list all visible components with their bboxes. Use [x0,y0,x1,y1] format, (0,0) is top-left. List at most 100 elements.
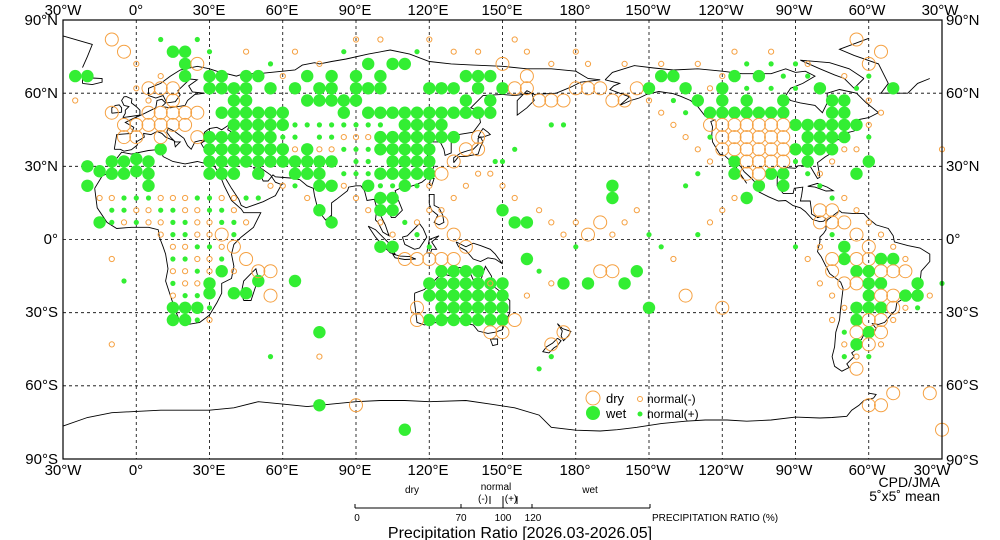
wet-circle [203,143,216,156]
lon-label-bottom: 30°E [193,462,226,479]
wet-circle [838,130,851,144]
normal-plus-circle [512,146,518,152]
wet-circle [728,167,741,180]
dry-circle [519,69,534,84]
dry-circle [117,117,131,132]
wet-circle [862,155,875,168]
wet-circle [752,106,766,119]
wet-circle [313,155,326,168]
normal-plus-circle [170,280,176,286]
wet-circle [398,179,411,192]
normal-minus-circle [108,194,115,202]
normal-minus-circle [706,219,714,226]
wet-circle [203,277,216,290]
dry-circle [764,117,779,132]
normal-minus-circle [853,146,860,153]
normal-minus-circle [267,182,274,189]
new-guinea-coast [455,241,503,265]
ireland-coast [111,104,123,114]
normal-plus-circle [121,207,127,213]
wet-circle [618,277,631,290]
wet-circle [716,82,729,95]
normal-minus-circle [804,255,811,263]
normal-plus-circle [829,195,835,201]
dry-circle [544,93,559,108]
wet-circle [484,69,497,83]
lat-label-left: 60°S [25,377,58,394]
legend-normal-minus-symbol [637,396,643,402]
dry-circle [446,154,461,169]
ratio-scale: dry normal (-) (+) wet 0 70 100 120 PREC… [354,482,778,524]
dry-circle [153,81,168,96]
legend-dry-label: dry [606,391,625,406]
normal-plus-circle [780,73,786,79]
wet-circle [447,106,460,119]
wet-circle [728,69,741,83]
wet-circle [459,301,473,314]
normal-minus-circle [218,243,225,250]
wet-circle [838,118,851,132]
normal-plus-circle [353,146,359,152]
normal-minus-circle [340,134,347,141]
normal-plus-circle [280,134,286,140]
normal-minus-circle [487,170,494,177]
greenland-coast [838,37,889,94]
antarctica-coast [62,392,877,432]
dry-circle [178,105,193,120]
normal-minus-circle [499,182,506,189]
wet-circle [423,143,436,156]
wet-circle [423,106,436,119]
map-frame [62,19,943,460]
dry-circle [471,130,486,145]
wet-circle [581,277,595,290]
normal-plus-circle [805,171,811,177]
wet-circle [471,265,485,278]
wet-circle [264,155,277,168]
normal-plus-circle [744,85,750,91]
normal-plus-circle [829,232,835,238]
normal-plus-circle [365,122,371,128]
normal-plus-circle [329,134,335,140]
dry-circle [104,105,119,120]
dry-circle [239,252,254,266]
normal-minus-circle [194,280,201,287]
normal-plus-circle [573,244,579,250]
wet-circle [215,69,228,83]
dry-circle [715,117,730,132]
wet-circle [117,155,131,168]
wet-circle [337,106,350,119]
dry-circle [153,105,168,120]
dry-circle [544,337,559,352]
normal-minus-circle [72,97,79,104]
lon-label-top: 180° [559,2,590,19]
normal-minus-circle [206,219,213,226]
wet-circle [398,167,411,180]
dry-circle [764,154,779,169]
normal-minus-circle [719,207,726,214]
wet-circle [435,301,448,314]
wet-circle [203,167,216,180]
normal-minus-circle [316,353,323,360]
wet-circle [239,82,253,95]
wet-circle [313,167,326,180]
wet-circle [227,82,241,95]
lon-label-top: 90°E [339,2,372,19]
lat-label-left: 60°N [24,85,58,102]
normal-plus-circle [866,73,872,79]
dry-circle [886,264,901,279]
normal-plus-circle [658,244,664,250]
normal-minus-circle [157,231,164,238]
wet-circle [301,155,314,168]
normal-minus-circle [182,268,189,275]
normal-minus-circle [902,255,909,263]
normal-plus-circle [377,122,383,128]
dry-circle [849,276,864,291]
normal-plus-circle [243,195,249,201]
normal-plus-circle [792,85,799,91]
wet-circle [386,143,399,156]
scale-wet-label: wet [581,485,598,496]
normal-minus-circle [548,60,555,68]
wet-circle [740,106,753,119]
normal-plus-circle [841,329,847,335]
lat-labels-right: 90°N 60°N 30°N 0° 30°S 60°S [946,12,980,394]
